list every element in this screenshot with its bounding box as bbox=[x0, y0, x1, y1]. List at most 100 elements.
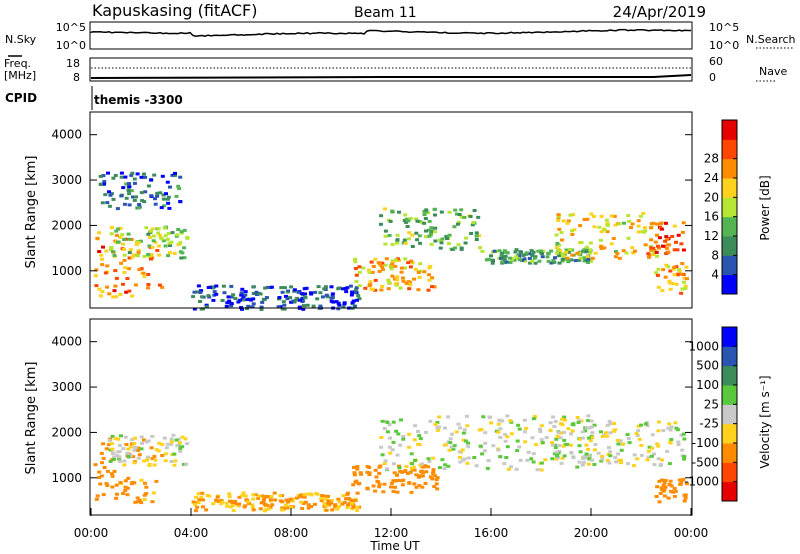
data-cell bbox=[387, 445, 392, 449]
data-cell bbox=[295, 296, 300, 300]
data-cell bbox=[324, 504, 329, 508]
data-cell bbox=[669, 437, 674, 441]
data-cell bbox=[377, 485, 382, 489]
data-cell bbox=[137, 453, 142, 457]
data-cell bbox=[281, 300, 286, 304]
colorbar-segment bbox=[722, 481, 737, 502]
data-cell bbox=[485, 466, 490, 470]
data-cell bbox=[447, 233, 452, 237]
data-cell bbox=[313, 290, 318, 294]
data-cell bbox=[137, 268, 142, 272]
data-cell bbox=[503, 433, 508, 437]
data-cell bbox=[445, 237, 450, 240]
data-cell bbox=[417, 434, 422, 438]
data-cell bbox=[556, 431, 561, 435]
data-cell bbox=[417, 484, 422, 488]
data-cell bbox=[556, 213, 561, 217]
data-cell bbox=[657, 479, 662, 483]
data-cell bbox=[498, 455, 503, 459]
cpid-value: themis -3300 bbox=[94, 93, 183, 107]
data-cell bbox=[560, 252, 565, 256]
data-cell bbox=[210, 286, 215, 290]
data-cell bbox=[655, 485, 660, 489]
data-cell bbox=[176, 437, 181, 441]
data-cell bbox=[139, 435, 144, 439]
data-cell bbox=[156, 244, 161, 248]
data-cell bbox=[561, 219, 566, 223]
data-cell bbox=[590, 256, 595, 260]
data-cell bbox=[585, 255, 590, 259]
nave-tick-top: 60 bbox=[709, 55, 723, 68]
data-cell bbox=[108, 460, 113, 463]
data-cell bbox=[365, 465, 370, 468]
data-cell bbox=[571, 423, 576, 427]
data-cell bbox=[582, 218, 587, 221]
data-cell bbox=[555, 454, 559, 458]
data-cell bbox=[132, 198, 137, 202]
data-cell bbox=[431, 456, 436, 460]
data-cell bbox=[182, 228, 187, 232]
data-cell bbox=[534, 443, 539, 447]
data-cell bbox=[660, 488, 665, 492]
data-cell bbox=[476, 215, 481, 219]
data-cell bbox=[522, 257, 527, 261]
data-cell bbox=[152, 173, 157, 177]
data-cell bbox=[123, 479, 128, 483]
data-cell bbox=[155, 194, 160, 198]
data-cell bbox=[575, 416, 580, 419]
velocity-y-axis: 1000 2000 3000 4000 bbox=[51, 335, 692, 485]
data-cell bbox=[599, 430, 603, 434]
data-cell bbox=[263, 286, 268, 290]
data-cell bbox=[560, 456, 565, 460]
data-cell bbox=[306, 503, 311, 507]
data-cell bbox=[200, 295, 205, 299]
data-cell bbox=[99, 474, 104, 478]
data-cell bbox=[520, 258, 525, 262]
data-cell bbox=[664, 235, 669, 239]
data-cell bbox=[142, 255, 147, 258]
data-cell bbox=[179, 230, 184, 234]
data-cell bbox=[331, 300, 336, 304]
data-cell bbox=[426, 465, 431, 469]
data-cell bbox=[460, 448, 465, 452]
data-cell bbox=[571, 456, 576, 460]
data-cell bbox=[124, 443, 129, 446]
data-cell bbox=[627, 441, 632, 445]
data-cell bbox=[353, 288, 358, 292]
data-cell bbox=[160, 174, 165, 178]
data-cell bbox=[193, 503, 198, 507]
data-cell bbox=[667, 279, 672, 283]
data-cell bbox=[608, 450, 613, 454]
power-ylabel: Slant Range [km] bbox=[24, 156, 39, 269]
data-cell bbox=[384, 467, 389, 471]
data-cell bbox=[102, 180, 107, 184]
data-cell bbox=[173, 171, 177, 175]
data-cell bbox=[667, 422, 672, 426]
x-tick-label: 08:00 bbox=[274, 526, 309, 540]
data-cell bbox=[126, 455, 131, 458]
data-cell bbox=[662, 494, 667, 498]
data-cell bbox=[395, 275, 400, 279]
data-cell bbox=[652, 452, 657, 456]
data-cell bbox=[664, 221, 668, 225]
data-cell bbox=[114, 233, 119, 237]
data-cell bbox=[615, 438, 620, 442]
data-cell bbox=[169, 460, 174, 463]
data-cell bbox=[214, 292, 219, 296]
data-cell bbox=[116, 457, 121, 461]
data-cell bbox=[182, 246, 187, 250]
data-cell bbox=[172, 252, 177, 255]
data-cell bbox=[336, 497, 341, 501]
data-cell bbox=[585, 245, 589, 249]
data-cell bbox=[121, 447, 126, 451]
data-cell bbox=[540, 441, 545, 445]
data-cell bbox=[497, 418, 502, 422]
data-cell bbox=[163, 234, 168, 238]
data-cell bbox=[246, 304, 251, 308]
data-cell bbox=[607, 419, 612, 423]
data-cell bbox=[391, 490, 396, 493]
data-cell bbox=[682, 455, 687, 459]
data-cell bbox=[466, 445, 471, 449]
data-cell bbox=[324, 293, 329, 297]
data-cell bbox=[521, 253, 526, 257]
